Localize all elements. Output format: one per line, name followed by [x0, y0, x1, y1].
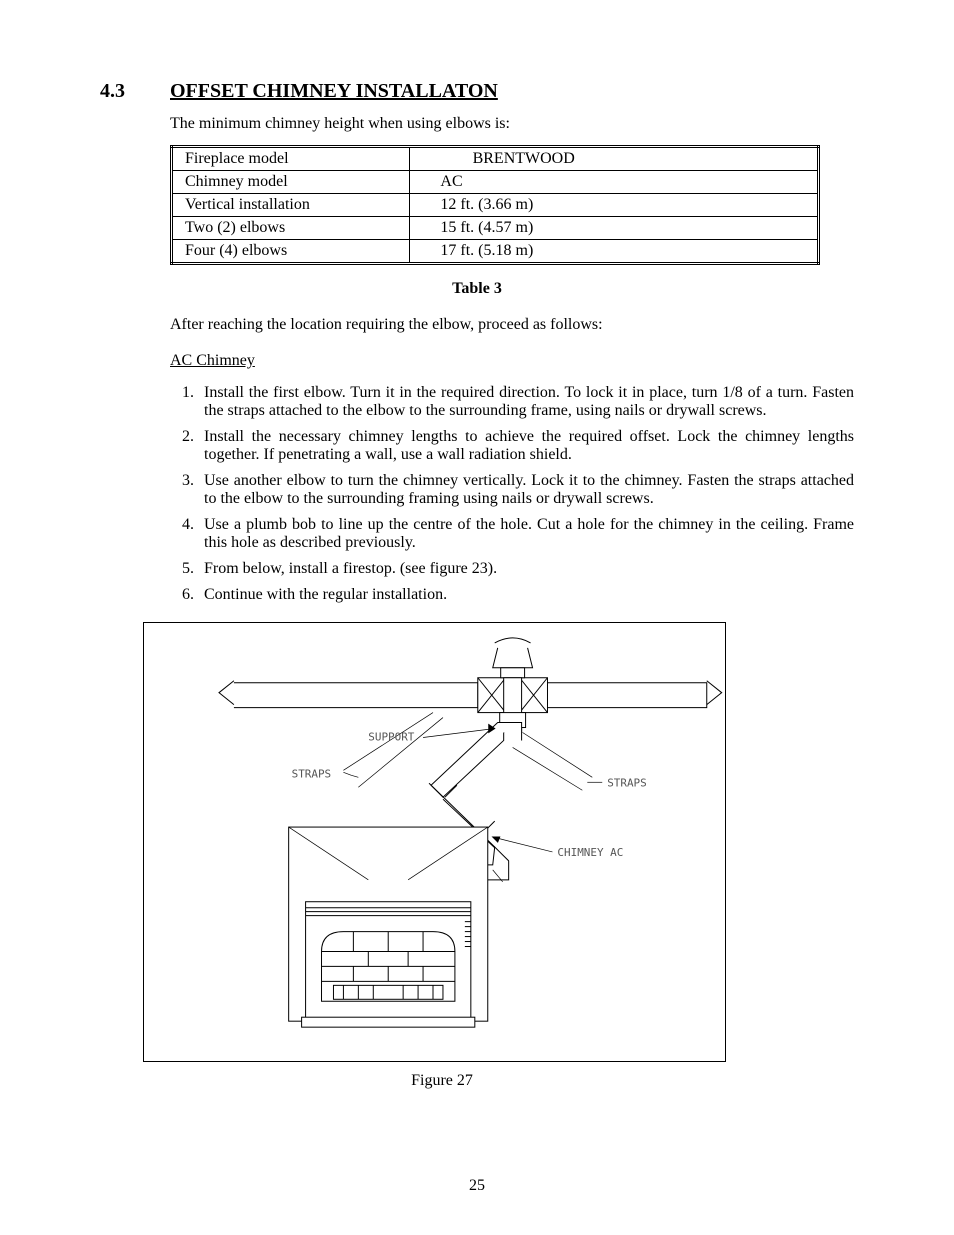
intro-text: The minimum chimney height when using el…: [170, 115, 854, 133]
table-cell-value: 12 ft. (3.66 m): [410, 194, 819, 217]
after-table-text: After reaching the location requiring th…: [170, 316, 854, 334]
section-title: OFFSET CHIMNEY INSTALLATON: [170, 80, 498, 103]
label-straps-right: STRAPS: [607, 776, 647, 789]
steps-list: Install the first elbow. Turn it in the …: [170, 384, 854, 604]
table-row: Fireplace model BRENTWOOD: [172, 147, 819, 171]
section-header: 4.3 OFFSET CHIMNEY INSTALLATON: [100, 80, 854, 103]
table-row: Chimney model AC: [172, 171, 819, 194]
step-item: Use a plumb bob to line up the centre of…: [198, 516, 854, 552]
label-chimney: CHIMNEY AC: [557, 846, 623, 859]
page-number: 25: [0, 1177, 954, 1195]
section-number: 4.3: [100, 80, 140, 103]
table-row: Four (4) elbows 17 ft. (5.18 m): [172, 240, 819, 264]
table-row: Two (2) elbows 15 ft. (4.57 m): [172, 217, 819, 240]
table-cell-label: Vertical installation: [172, 194, 410, 217]
table-cell-label: Two (2) elbows: [172, 217, 410, 240]
figure-caption: Figure 27: [30, 1072, 854, 1090]
table-cell-label: Four (4) elbows: [172, 240, 410, 264]
spec-table: Fireplace model BRENTWOOD Chimney model …: [170, 145, 820, 265]
table-cell-value: 17 ft. (5.18 m): [410, 240, 819, 264]
step-item: Install the necessary chimney lengths to…: [198, 428, 854, 464]
step-item: Continue with the regular installation.: [198, 586, 854, 604]
table-cell-value: AC: [410, 171, 819, 194]
step-item: Install the first elbow. Turn it in the …: [198, 384, 854, 420]
table-caption: Table 3: [100, 280, 854, 298]
step-item: Use another elbow to turn the chimney ve…: [198, 472, 854, 508]
label-support: SUPPORT: [368, 730, 415, 743]
table-cell-value: 15 ft. (4.57 m): [410, 217, 819, 240]
table-row: Vertical installation 12 ft. (3.66 m): [172, 194, 819, 217]
figure-box: SUPPORT STRAPS STRAPS CHIMNEY AC: [143, 622, 726, 1062]
label-straps-left: STRAPS: [292, 767, 332, 780]
subheading: AC Chimney: [170, 352, 854, 370]
figure-diagram: SUPPORT STRAPS STRAPS CHIMNEY AC: [144, 623, 725, 1061]
table-cell-label: Chimney model: [172, 171, 410, 194]
step-item: From below, install a firestop. (see fig…: [198, 560, 854, 578]
table-cell-value: BRENTWOOD: [410, 147, 819, 171]
table-cell-label: Fireplace model: [172, 147, 410, 171]
